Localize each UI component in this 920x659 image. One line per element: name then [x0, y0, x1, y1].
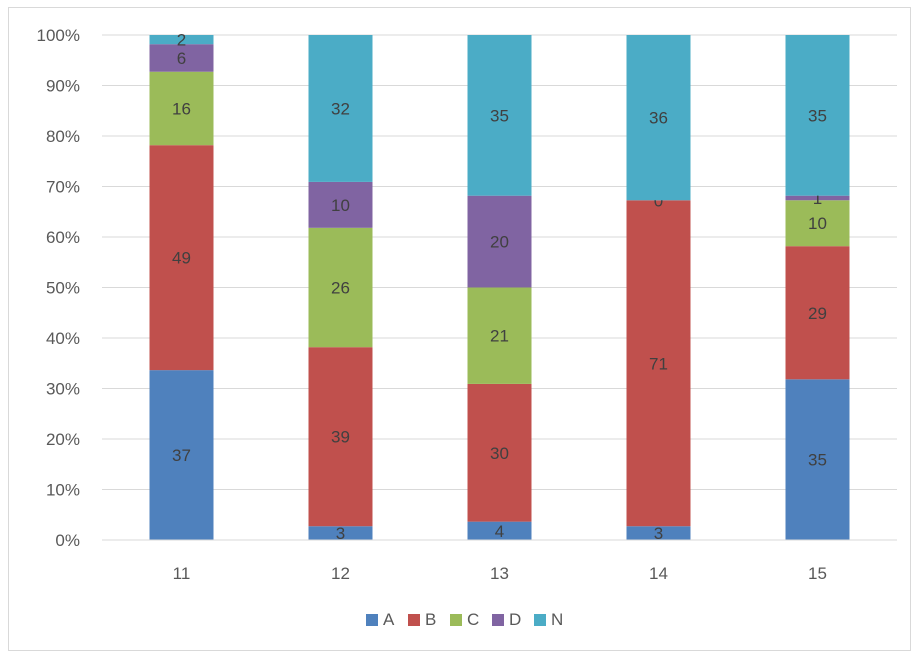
bar-segment: [149, 71, 214, 146]
data-label: 71: [649, 354, 668, 373]
legend-swatch: [408, 614, 420, 626]
bar-segment: [308, 347, 373, 527]
data-label: 6: [177, 49, 186, 68]
data-label: 10: [331, 196, 350, 215]
data-label: 37: [172, 446, 191, 465]
data-label: 21: [490, 327, 509, 346]
bar-segment: [467, 195, 532, 288]
bar-segment: [308, 181, 373, 228]
y-tick-label: 0%: [55, 531, 80, 550]
bar-segment: [149, 44, 214, 72]
bar-segment: [785, 379, 850, 540]
y-tick-label: 100%: [37, 26, 80, 45]
y-tick-label: 70%: [46, 178, 80, 197]
bar-segment: [149, 35, 214, 45]
y-tick-label: 90%: [46, 77, 80, 96]
legend-swatch: [450, 614, 462, 626]
data-label: 36: [649, 109, 668, 128]
data-label: 35: [808, 451, 827, 470]
bar-segment: [308, 526, 373, 540]
bar-segment: [785, 200, 850, 247]
y-tick-label: 10%: [46, 481, 80, 500]
x-tick-label: 13: [490, 564, 509, 583]
x-tick-label: 14: [649, 564, 668, 583]
legend-label: A: [383, 610, 395, 629]
data-label: 20: [490, 233, 509, 252]
bar-segment: [467, 521, 532, 540]
data-label: 39: [331, 428, 350, 447]
data-label: 1: [813, 189, 822, 208]
data-label: 26: [331, 279, 350, 298]
bar-segment: [626, 35, 691, 201]
data-label: 3: [336, 524, 345, 543]
bar-segment: [626, 526, 691, 540]
x-tick-label: 12: [331, 564, 350, 583]
legend-swatch: [492, 614, 504, 626]
data-label: 4: [495, 522, 504, 541]
y-tick-label: 60%: [46, 228, 80, 247]
legend-label: D: [509, 610, 521, 629]
bar-segment: [785, 246, 850, 380]
x-tick-label: 11: [173, 564, 191, 583]
legend-swatch: [534, 614, 546, 626]
data-label: 16: [172, 99, 191, 118]
legend-swatch: [366, 614, 378, 626]
data-label: 2: [177, 31, 186, 50]
y-tick-label: 50%: [46, 279, 80, 298]
y-tick-label: 40%: [46, 329, 80, 348]
y-tick-label: 30%: [46, 380, 80, 399]
data-label: 30: [490, 444, 509, 463]
y-tick-label: 80%: [46, 127, 80, 146]
legend-label: C: [467, 610, 479, 629]
bar-segment: [626, 200, 691, 527]
data-label: 49: [172, 249, 191, 268]
bar-segment: [467, 383, 532, 522]
bar-segment: [308, 227, 373, 348]
data-label: 35: [490, 106, 509, 125]
bar-segment: [785, 195, 850, 201]
bar-segment: [785, 35, 850, 196]
bar-segment: [467, 35, 532, 196]
data-label: 0: [654, 191, 663, 210]
bar-segment: [467, 287, 532, 384]
data-label: 35: [808, 106, 827, 125]
legend-label: B: [425, 610, 436, 629]
data-label: 3: [654, 524, 663, 543]
bar-segment: [149, 145, 214, 371]
data-label: 32: [331, 99, 350, 118]
data-label: 29: [808, 304, 827, 323]
bar-segment: [308, 35, 373, 182]
data-label: 10: [808, 214, 827, 233]
bar-segment: [149, 370, 214, 540]
x-tick-label: 15: [808, 564, 827, 583]
legend-label: N: [551, 610, 563, 629]
y-tick-label: 20%: [46, 430, 80, 449]
